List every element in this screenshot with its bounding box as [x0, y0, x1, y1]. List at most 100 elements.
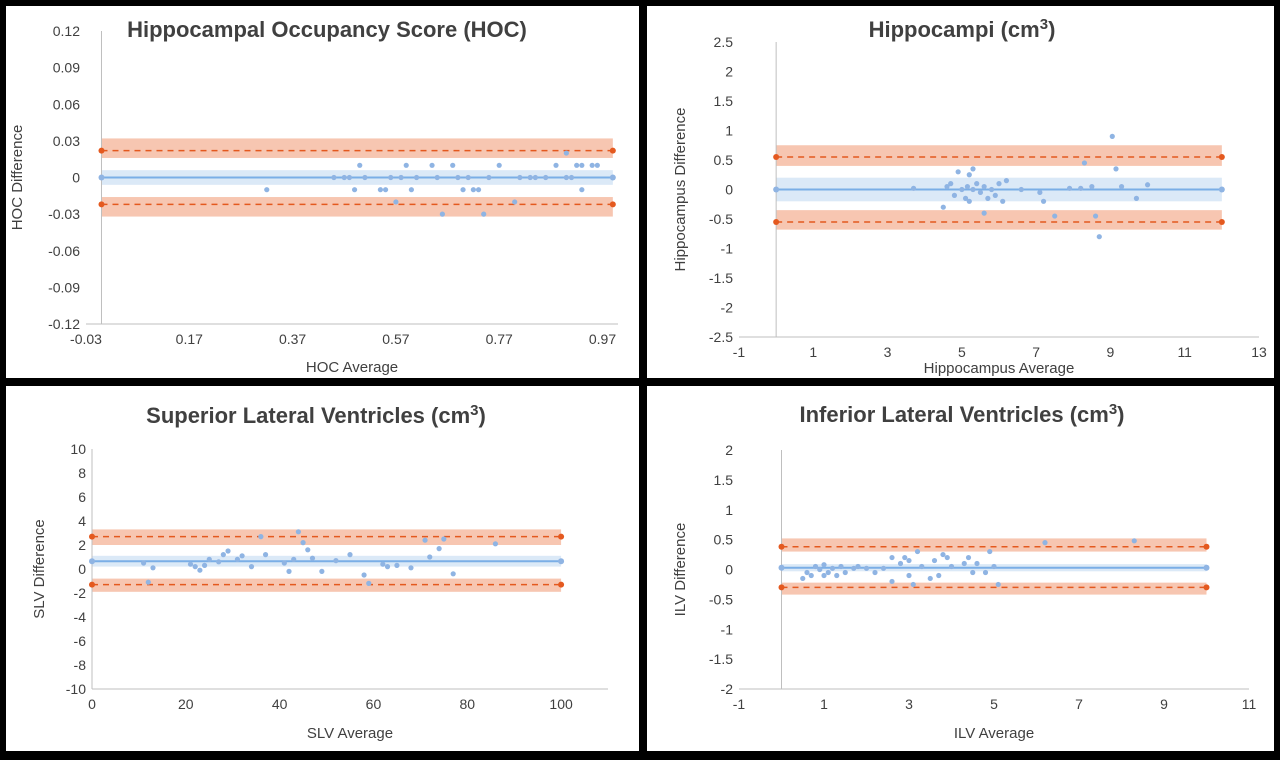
- x-tick-label: -0.03: [70, 331, 102, 347]
- data-point: [563, 174, 569, 181]
- data-point: [970, 186, 976, 193]
- data-point: [413, 174, 420, 181]
- x-tick-label: 0.97: [589, 331, 616, 347]
- data-point: [563, 150, 569, 156]
- data-point: [361, 572, 367, 578]
- data-point: [517, 174, 523, 181]
- x-tick-label: 0.77: [486, 331, 513, 347]
- data-point: [455, 174, 461, 181]
- lower-loa-marker: [773, 218, 780, 225]
- data-point: [834, 572, 840, 579]
- x-tick-label: 7: [1032, 344, 1040, 360]
- data-point: [589, 162, 595, 168]
- data-point: [1144, 182, 1151, 188]
- data-point: [982, 569, 989, 576]
- y-tick-label: 1: [725, 123, 733, 139]
- x-tick-label: 5: [990, 696, 998, 712]
- y-tick-label: -1: [721, 241, 734, 257]
- data-point: [543, 174, 549, 181]
- data-point: [1052, 213, 1058, 219]
- chart-panel-hippocampi: Hippocampi (cm3) -1 1 3 5 7 9 11 13 -2.5 -2 -1.5 -1-…: [647, 6, 1274, 378]
- y-tick-label: 0.09: [53, 60, 80, 76]
- mean-marker: [1218, 186, 1225, 193]
- chart-title-superscript: 3: [1109, 401, 1117, 418]
- x-tick-label: 7: [1075, 696, 1083, 712]
- data-point: [150, 565, 156, 571]
- data-point: [394, 562, 400, 568]
- data-point: [145, 579, 151, 585]
- data-point: [985, 195, 991, 201]
- upper-loa-marker: [609, 147, 616, 154]
- data-point: [919, 563, 925, 570]
- upper-loa-marker: [558, 533, 565, 540]
- data-point: [910, 185, 917, 191]
- data-point: [800, 575, 806, 582]
- y-tick-label: -8: [74, 657, 87, 673]
- data-point: [964, 183, 971, 190]
- data-point: [1092, 213, 1099, 219]
- data-point: [817, 566, 823, 573]
- chart-title-main: Inferior Lateral Ventricles (cm: [799, 402, 1108, 427]
- x-tick-label: 100: [549, 696, 573, 712]
- y-tick-label: -0.5: [709, 591, 733, 607]
- upper-loa-band: [101, 138, 613, 158]
- data-point: [977, 189, 984, 196]
- data-point: [851, 565, 857, 571]
- data-point: [961, 560, 967, 567]
- y-tick-label: 4: [78, 513, 86, 529]
- data-point: [992, 192, 998, 198]
- slv-chart-svg: Superior Lateral Ventricles (cm3)0 20 40 60…: [31, 402, 608, 742]
- data-point: [906, 557, 912, 564]
- chart-title: Inferior Lateral Ventricles (cm3): [799, 401, 1124, 427]
- data-point: [855, 563, 861, 570]
- y-tick-label: 6: [78, 489, 86, 505]
- data-point: [341, 174, 347, 181]
- data-point: [1113, 166, 1119, 172]
- data-point: [450, 571, 456, 577]
- data-point: [931, 557, 938, 564]
- lower-loa-marker: [89, 581, 95, 588]
- data-point: [944, 183, 950, 190]
- data-point: [408, 565, 414, 571]
- chart-title-suffix: ): [1117, 402, 1124, 427]
- data-point: [239, 553, 245, 559]
- data-point: [492, 541, 499, 547]
- y-tick-label: 0: [78, 561, 86, 577]
- y-tick-label: -1.5: [709, 651, 733, 667]
- x-tick-label: 11: [1177, 344, 1192, 360]
- data-point: [366, 580, 372, 586]
- data-point: [197, 567, 203, 573]
- mean-marker: [1203, 564, 1210, 571]
- lower-loa-band: [781, 582, 1207, 595]
- y-tick-label: 0.03: [53, 133, 80, 149]
- data-point: [914, 548, 921, 555]
- x-tick-label: 5: [958, 344, 966, 360]
- data-point: [838, 563, 844, 570]
- data-point: [377, 187, 384, 193]
- data-point: [398, 174, 404, 181]
- lower-loa-band: [101, 197, 613, 217]
- data-point: [486, 174, 492, 181]
- data-point: [380, 561, 386, 567]
- x-tick-label: -1: [733, 696, 746, 712]
- data-point: [553, 162, 559, 168]
- y-tick-label: 0.12: [53, 23, 80, 39]
- y-tick-label: 0.5: [714, 152, 734, 168]
- upper-loa-marker: [1218, 154, 1225, 161]
- data-point: [995, 581, 1001, 588]
- data-point: [996, 181, 1002, 187]
- x-axis-label: Hippocampus Average: [924, 360, 1075, 377]
- data-point: [808, 572, 814, 579]
- data-point: [351, 187, 358, 193]
- data-point: [496, 162, 502, 168]
- lower-loa-marker: [609, 201, 616, 208]
- hoc-chart-svg: Hippocampal Occupancy Score (HOC) -0.03 0.…: [9, 17, 618, 376]
- data-point: [821, 562, 827, 568]
- chart-panel-slv: Superior Lateral Ventricles (cm3) 0 20 40 60…: [6, 386, 639, 751]
- data-point: [408, 187, 414, 193]
- data-point: [825, 569, 831, 576]
- data-point: [1131, 538, 1137, 544]
- x-tick-label: 60: [366, 696, 382, 712]
- data-point: [388, 174, 394, 181]
- lower-loa-marker: [558, 581, 565, 588]
